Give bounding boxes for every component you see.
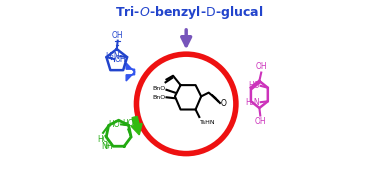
Text: NH: NH (101, 142, 113, 151)
Text: H₂N: H₂N (105, 52, 119, 61)
Text: OH: OH (115, 54, 127, 64)
Text: Tri-$\mathit{O}$-benzyl-$\mathrm{D}$-glucal: Tri-$\mathit{O}$-benzyl-$\mathrm{D}$-glu… (115, 4, 263, 21)
FancyArrow shape (131, 116, 142, 135)
Text: OH: OH (254, 117, 266, 126)
Text: BnO: BnO (152, 86, 166, 91)
Text: OH: OH (256, 62, 267, 71)
Text: O: O (221, 99, 227, 108)
Text: BnO: BnO (152, 95, 166, 100)
Text: OH: OH (112, 31, 124, 40)
Text: HO: HO (97, 135, 109, 144)
Text: H: H (104, 144, 109, 149)
Text: HO: HO (122, 119, 134, 128)
Text: TsHN: TsHN (200, 120, 216, 125)
FancyArrow shape (126, 63, 135, 81)
Text: HO: HO (248, 81, 260, 90)
Text: HO: HO (108, 120, 120, 129)
Text: H₂N: H₂N (245, 98, 260, 107)
